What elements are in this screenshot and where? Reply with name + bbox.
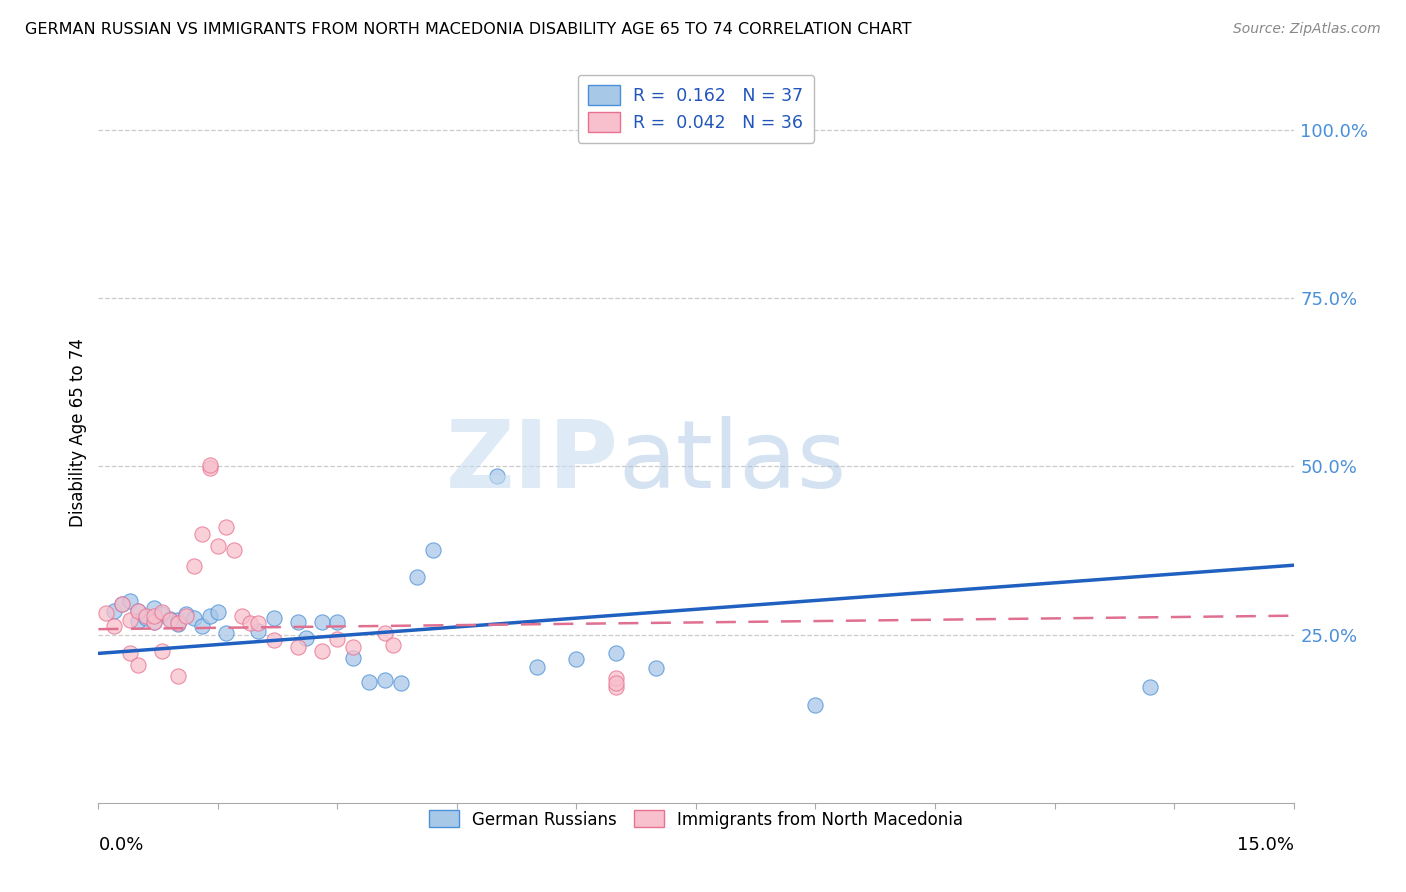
Text: 0.0%: 0.0% [98, 836, 143, 855]
Point [174, 608, 197, 623]
Point [120, 613, 142, 627]
Point [150, 605, 173, 619]
Point [174, 607, 197, 622]
Point [485, 469, 508, 483]
Point [1139, 680, 1161, 694]
Y-axis label: Disability Age 65 to 74: Disability Age 65 to 74 [69, 338, 87, 527]
Point [103, 604, 125, 618]
Text: 15.0%: 15.0% [1236, 836, 1294, 855]
Point [326, 615, 349, 630]
Point [342, 640, 364, 654]
Text: atlas: atlas [619, 417, 846, 508]
Legend: German Russians, Immigrants from North Macedonia: German Russians, Immigrants from North M… [422, 804, 970, 835]
Text: Source: ZipAtlas.com: Source: ZipAtlas.com [1233, 22, 1381, 37]
Point [96, 606, 118, 620]
Point [135, 610, 157, 624]
Point [167, 616, 190, 631]
Text: GERMAN RUSSIAN VS IMMIGRANTS FROM NORTH MACEDONIA DISABILITY AGE 65 TO 74 CORREL: GERMAN RUSSIAN VS IMMIGRANTS FROM NORTH … [25, 22, 912, 37]
Point [183, 610, 205, 624]
Point [215, 520, 238, 534]
Point [167, 617, 190, 632]
Point [127, 657, 149, 672]
Point [605, 676, 627, 690]
Point [167, 669, 190, 683]
Point [198, 460, 221, 475]
Point [311, 615, 333, 630]
Point [191, 619, 214, 633]
Point [143, 615, 166, 630]
Point [207, 605, 229, 619]
Point [198, 458, 221, 472]
Point [167, 613, 190, 627]
Point [127, 604, 149, 618]
Point [605, 646, 627, 660]
Point [246, 624, 269, 639]
Point [143, 600, 166, 615]
Point [191, 526, 214, 541]
Point [374, 626, 396, 640]
Point [359, 674, 381, 689]
Point [198, 609, 221, 624]
Point [183, 558, 205, 573]
Point [263, 610, 285, 624]
Point [645, 661, 668, 675]
Point [804, 698, 827, 713]
Point [127, 604, 149, 618]
Point [389, 676, 412, 690]
Point [120, 646, 142, 660]
Point [150, 607, 173, 622]
Point [326, 632, 349, 647]
Point [422, 543, 444, 558]
Point [215, 626, 238, 640]
Point [159, 613, 181, 627]
Point [231, 608, 253, 623]
Point [143, 608, 166, 623]
Point [103, 619, 125, 633]
Point [374, 673, 396, 688]
Point [406, 570, 429, 584]
Point [120, 594, 142, 608]
Point [342, 651, 364, 665]
Point [111, 597, 134, 611]
Point [526, 660, 548, 674]
Point [287, 615, 309, 630]
Point [207, 539, 229, 553]
Point [135, 608, 157, 623]
Point [150, 644, 173, 658]
Point [605, 680, 627, 694]
Point [294, 631, 316, 645]
Point [159, 612, 181, 626]
Point [127, 614, 149, 628]
Point [246, 616, 269, 631]
Point [605, 671, 627, 685]
Text: ZIP: ZIP [446, 417, 619, 508]
Point [111, 597, 134, 611]
Point [565, 652, 588, 666]
Point [222, 543, 245, 558]
Point [382, 638, 405, 652]
Point [239, 616, 262, 631]
Point [311, 644, 333, 658]
Point [143, 615, 166, 630]
Point [263, 632, 285, 647]
Point [287, 640, 309, 654]
